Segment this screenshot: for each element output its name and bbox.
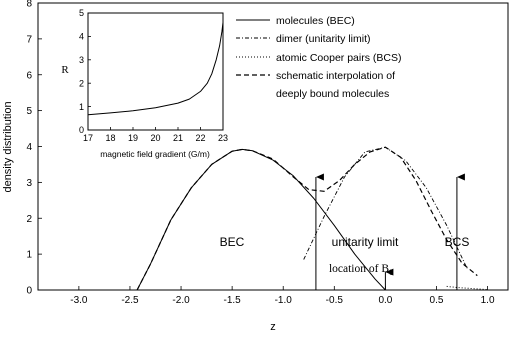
legend-label-dimer: dimer (unitarity limit) (276, 33, 371, 45)
x-tick-label: 21 (173, 133, 183, 143)
series-line-dash-dot (303, 146, 468, 269)
annotation-bcs: BCS (445, 235, 470, 249)
annotation-location-subscript: 0 (389, 268, 393, 277)
x-tick-label: 23 (218, 133, 228, 143)
annotation-location-text: location of B (329, 263, 389, 275)
y-tick-label: 8 (26, 0, 32, 10)
main-series (136, 146, 488, 291)
y-tick-label: 1 (26, 250, 32, 261)
x-tick-label: -1.5 (224, 295, 242, 306)
x-tick-label: -3.0 (70, 295, 88, 306)
y-tick-label: 5 (26, 106, 32, 117)
y-tick-label: 3 (79, 55, 84, 65)
x-tick-label: -2.5 (121, 295, 139, 306)
y-tick-label: 7 (26, 34, 32, 45)
annotation-location-of-b0: location of B0 (329, 263, 393, 277)
main-chart: -3.0 -2.5 -2.0 -1.5 -1.0 -0.5 0.0 0.5 1.0 012345… (2, 0, 509, 333)
y-tick-label: 5 (79, 8, 84, 18)
x-tick-label: 19 (128, 133, 138, 143)
series-line-dotted (446, 285, 488, 291)
x-tick-label: 22 (195, 133, 205, 143)
y-tick-label: 4 (26, 142, 32, 153)
main-arrows (315, 173, 465, 290)
y-tick-label: 0 (79, 125, 84, 135)
main-y-axis-label: density distribution (2, 101, 14, 192)
main-x-axis-label: z (270, 321, 276, 333)
x-tick-label: 0.5 (430, 295, 444, 306)
legend-label-interpolation: schematic interpolation of (276, 70, 395, 82)
inset-y-ticks: 0 1 2 3 4 5 (79, 8, 91, 135)
y-tick-label: 0 (26, 286, 32, 297)
x-tick-label: 18 (105, 133, 115, 143)
annotation-bec: BEC (220, 235, 245, 249)
y-tick-label: 4 (79, 32, 84, 42)
x-tick-label: -0.5 (326, 295, 344, 306)
y-tick-label: 6 (26, 70, 32, 81)
x-tick-label: 0.0 (378, 295, 392, 306)
inset-x-axis-label: magnetic field gradient (G/m) (100, 149, 210, 159)
inset-plot-frame (87, 12, 224, 131)
y-tick-label: 3 (26, 178, 32, 189)
legend-label-molecules: molecules (BEC) (276, 15, 355, 27)
main-x-ticks: -3.0 -2.5 -2.0 -1.5 -1.0 -0.5 0.0 0.5 1.0 (70, 286, 495, 306)
x-tick-label: 20 (150, 133, 160, 143)
series-line-dashed (136, 146, 478, 291)
inset-x-ticks: 17 18 19 20 21 22 23 (83, 127, 228, 143)
x-tick-label: -2.0 (172, 295, 190, 306)
legend: molecules (BEC) dimer (unitarity limit) … (236, 15, 401, 100)
y-tick-label: 1 (79, 102, 84, 112)
series-line-solid (87, 22, 224, 116)
annotation-unitarity-limit: unitarity limit (332, 235, 399, 249)
legend-label-interpolation-cont: deeply bound molecules (276, 88, 389, 100)
x-tick-label: 17 (83, 133, 93, 143)
inset-y-axis-label: R (61, 64, 69, 76)
y-tick-label: 2 (26, 214, 32, 225)
x-tick-label: 1.0 (481, 295, 495, 306)
y-tick-label: 2 (79, 78, 84, 88)
x-tick-label: -1.0 (275, 295, 293, 306)
legend-label-cooper-pairs: atomic Cooper pairs (BCS) (276, 52, 401, 64)
inset-series (87, 22, 224, 116)
main-y-ticks: 0 1 2 3 4 5 6 7 8 (26, 0, 42, 297)
